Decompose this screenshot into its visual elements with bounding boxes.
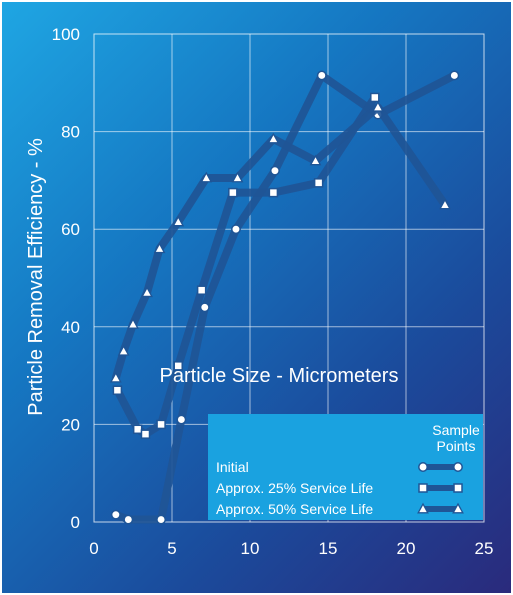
y-tick-label: 80 [61,123,80,142]
x-tick-label: 25 [475,539,494,558]
x-axis-title: Particle Size - Micrometers [160,365,399,387]
square-marker [112,385,123,395]
legend-triangle-marker [417,502,429,514]
triangle-marker [117,344,130,356]
triangle-marker [141,286,153,298]
square-marker [313,178,324,188]
legend-label: Initial [216,459,249,475]
y-tick-label: 60 [61,220,80,239]
square-marker [196,285,207,295]
legend-circle-marker [418,462,428,472]
circle-marker [199,302,210,313]
y-axis-title: Particle Removal Efficiency - % [25,138,47,416]
legend: Sample Points Initial Approx. 25% Service… [208,414,483,520]
triangle-marker [267,132,280,144]
circle-marker [110,509,121,520]
triangle-marker [309,154,322,166]
triangle-marker [439,198,451,210]
circle-marker [156,514,167,525]
x-tick-label: 0 [89,539,98,558]
legend-triangle-marker [452,502,464,514]
legend-square-marker [418,483,428,493]
x-tick-label: 10 [241,539,260,558]
series-square [112,92,380,439]
triangle-marker [127,318,139,329]
series-line [111,103,449,383]
triangle-marker [200,171,213,183]
circle-marker [176,414,187,425]
legend-title-line1: Sample [432,422,480,438]
circle-marker [123,514,134,525]
y-tick-label: 20 [61,415,80,434]
square-marker [228,187,238,198]
y-tick-label: 0 [71,513,80,532]
triangle-marker [172,215,185,227]
triangle-marker [153,242,166,254]
x-tick-label: 20 [397,539,416,558]
triangle-marker [372,100,384,112]
square-marker [370,92,380,103]
legend-label: Approx. 25% Service Life [216,480,373,496]
series-line [111,71,459,524]
legend-circle-marker [453,462,463,472]
legend-title-line2: Points [437,438,476,454]
triangle-marker [109,371,122,383]
square-marker [268,187,279,198]
square-marker [156,419,166,430]
legend-square-marker [453,483,463,493]
circle-marker [316,70,327,81]
circle-marker [449,70,460,81]
plot-border [93,33,485,523]
x-tick-label: 15 [319,539,338,558]
square-marker [173,361,183,371]
line-layer [109,70,460,525]
square-marker [132,424,143,435]
series-circle [110,70,460,525]
square-marker [140,429,151,439]
circle-marker [231,224,241,235]
circle-marker [270,165,280,176]
legend-label: Approx. 50% Service Life [216,501,373,517]
y-tick-label: 100 [52,25,80,44]
y-tick-label: 40 [61,318,80,337]
series-triangle [109,100,451,383]
x-tick-label: 5 [167,539,176,558]
tick-layer: 0 5 10 15 20 25 0 20 40 60 80 100 [52,25,494,558]
triangle-marker [231,171,244,183]
